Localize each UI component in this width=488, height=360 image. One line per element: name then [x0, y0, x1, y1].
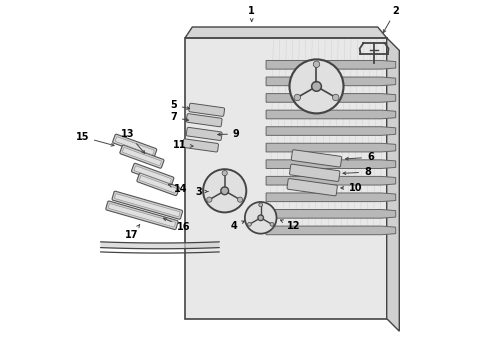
- Text: 12: 12: [280, 220, 300, 231]
- Circle shape: [293, 94, 300, 101]
- Polygon shape: [265, 77, 395, 86]
- FancyBboxPatch shape: [120, 145, 163, 168]
- Polygon shape: [185, 27, 386, 38]
- Text: 8: 8: [343, 167, 370, 177]
- Circle shape: [258, 203, 262, 207]
- Circle shape: [313, 61, 319, 68]
- Circle shape: [206, 197, 211, 202]
- FancyBboxPatch shape: [108, 203, 175, 227]
- FancyBboxPatch shape: [186, 114, 222, 127]
- FancyBboxPatch shape: [134, 166, 171, 183]
- Text: 3: 3: [195, 186, 207, 197]
- Text: 15: 15: [75, 132, 114, 146]
- Polygon shape: [265, 60, 395, 69]
- Circle shape: [221, 187, 228, 195]
- FancyBboxPatch shape: [137, 173, 179, 195]
- Text: 17: 17: [125, 225, 140, 240]
- FancyBboxPatch shape: [115, 137, 154, 155]
- Polygon shape: [185, 38, 386, 319]
- Circle shape: [244, 202, 276, 234]
- FancyBboxPatch shape: [186, 127, 222, 140]
- FancyBboxPatch shape: [112, 191, 182, 219]
- Polygon shape: [265, 210, 395, 218]
- Text: 10: 10: [340, 183, 362, 193]
- Text: 13: 13: [121, 129, 144, 153]
- Polygon shape: [265, 160, 395, 168]
- Circle shape: [257, 215, 263, 221]
- FancyBboxPatch shape: [122, 148, 161, 166]
- Text: 16: 16: [163, 218, 190, 232]
- Text: 11: 11: [173, 140, 193, 150]
- Polygon shape: [265, 143, 395, 152]
- Polygon shape: [265, 176, 395, 185]
- Polygon shape: [265, 193, 395, 202]
- Circle shape: [311, 81, 321, 91]
- Circle shape: [203, 169, 246, 212]
- Text: 14: 14: [168, 184, 187, 194]
- Text: 1: 1: [248, 6, 255, 22]
- PathPatch shape: [101, 242, 219, 249]
- Polygon shape: [386, 38, 399, 331]
- Circle shape: [247, 222, 251, 226]
- Polygon shape: [265, 94, 395, 102]
- FancyBboxPatch shape: [183, 139, 218, 152]
- Text: 2: 2: [383, 6, 398, 33]
- Polygon shape: [265, 127, 395, 135]
- FancyBboxPatch shape: [114, 194, 180, 217]
- FancyBboxPatch shape: [286, 179, 337, 196]
- Text: 4: 4: [230, 221, 244, 231]
- FancyBboxPatch shape: [188, 103, 224, 116]
- FancyBboxPatch shape: [289, 164, 339, 181]
- Circle shape: [222, 171, 227, 176]
- Circle shape: [332, 94, 338, 101]
- FancyBboxPatch shape: [131, 163, 174, 186]
- Text: 9: 9: [217, 129, 239, 139]
- Circle shape: [269, 222, 273, 226]
- Polygon shape: [265, 226, 395, 235]
- FancyBboxPatch shape: [112, 134, 157, 157]
- FancyBboxPatch shape: [105, 201, 178, 230]
- FancyBboxPatch shape: [139, 176, 176, 193]
- Polygon shape: [265, 110, 395, 119]
- Text: 5: 5: [170, 100, 189, 110]
- FancyBboxPatch shape: [291, 150, 341, 167]
- Text: 7: 7: [170, 112, 188, 122]
- Circle shape: [289, 59, 343, 113]
- Circle shape: [237, 197, 242, 202]
- Text: 6: 6: [345, 152, 373, 162]
